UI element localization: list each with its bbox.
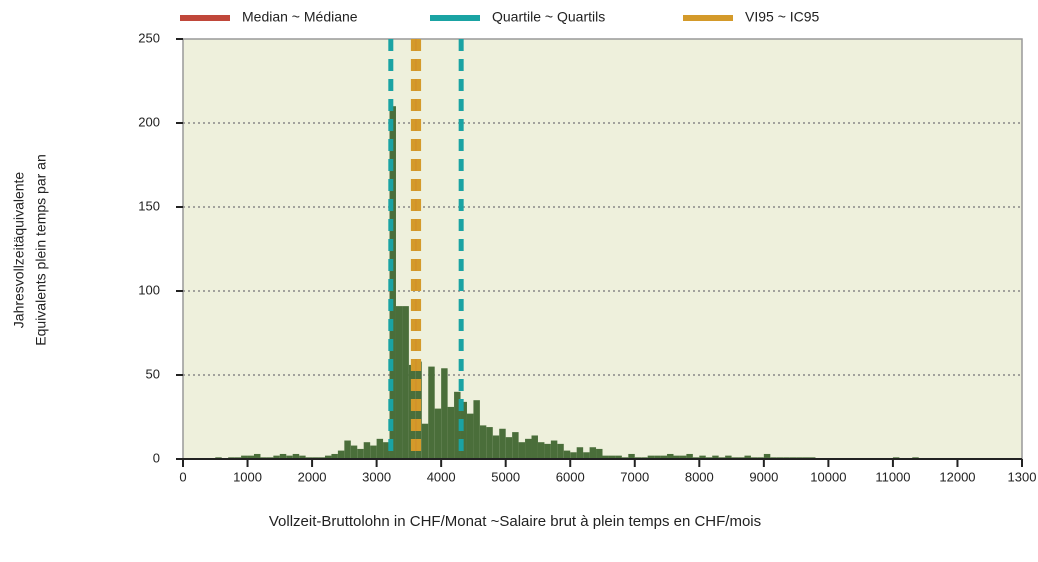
bar: [286, 455, 293, 459]
bar: [570, 452, 577, 459]
bar: [486, 427, 493, 459]
legend-label: Quartile ~ Quartils: [492, 9, 605, 25]
bar: [712, 455, 719, 459]
y-tick-label: 200: [138, 114, 160, 129]
bar: [299, 455, 306, 459]
bar: [357, 448, 364, 459]
bar: [686, 453, 693, 459]
bar: [441, 368, 448, 459]
bar: [279, 453, 287, 459]
x-tick-label: 6000: [556, 469, 585, 484]
bar: [479, 425, 487, 459]
y-tick-label: 150: [138, 198, 160, 213]
bar: [505, 437, 513, 459]
bar: [447, 406, 455, 459]
bar: [608, 455, 616, 459]
x-tick-label: 8000: [685, 469, 714, 484]
bar: [460, 401, 467, 459]
bar: [247, 455, 254, 459]
bar: [744, 455, 751, 459]
bar: [563, 450, 571, 459]
bar: [241, 455, 248, 459]
y-axis-label: Jahresvollzeitäquivalente: [11, 172, 27, 329]
legend-label: VI95 ~ IC95: [745, 9, 820, 25]
x-tick-label: 10000: [810, 469, 846, 484]
x-tick-label: 9000: [749, 469, 778, 484]
legend-label: Median ~ Médiane: [242, 9, 358, 25]
bar: [473, 400, 480, 459]
bar: [557, 443, 564, 459]
plot-area: [182, 38, 1023, 460]
x-tick-label: 2000: [298, 469, 327, 484]
bar: [273, 455, 280, 459]
bar: [647, 455, 655, 459]
bar: [499, 428, 506, 459]
bar: [492, 435, 500, 459]
bar: [324, 455, 332, 459]
bar: [434, 408, 442, 459]
bar: [699, 455, 706, 459]
bar: [589, 447, 597, 459]
bar: [395, 306, 403, 459]
bar: [331, 453, 338, 459]
bar: [725, 455, 732, 459]
bar: [370, 445, 377, 459]
x-tick-label: 3000: [362, 469, 391, 484]
bar: [667, 453, 674, 459]
x-tick-label: 11000: [875, 469, 910, 484]
x-tick-label: 1000: [233, 469, 262, 484]
bar: [544, 443, 551, 459]
x-tick-label: 0: [179, 469, 186, 484]
bar: [550, 440, 558, 459]
bar: [763, 453, 771, 459]
bar: [363, 442, 371, 459]
bar: [344, 440, 351, 459]
x-tick-label: 1300: [1008, 469, 1037, 484]
bar: [679, 455, 687, 459]
bar: [525, 438, 532, 459]
bar: [537, 442, 545, 459]
bar: [673, 455, 680, 459]
x-tick-label: 7000: [620, 469, 649, 484]
bar: [531, 435, 538, 459]
y-tick-label: 100: [138, 282, 160, 297]
x-tick-label: 12000: [939, 469, 975, 484]
x-axis-label: Vollzeit-Bruttolohn in CHF/Monat ~Salair…: [269, 513, 761, 530]
y-tick-label: 250: [138, 30, 160, 45]
bar: [454, 391, 461, 459]
bar: [383, 442, 390, 459]
bar: [602, 455, 609, 459]
x-tick-label: 5000: [491, 469, 520, 484]
bar: [596, 448, 603, 459]
x-tick-label: 4000: [427, 469, 456, 484]
y-tick-label: 50: [146, 366, 160, 381]
bar: [337, 450, 345, 459]
y-tick-label: 0: [153, 450, 160, 465]
bar: [376, 438, 384, 459]
bar: [421, 423, 429, 459]
bar: [402, 306, 409, 459]
y-axis-label: Equivalents plein temps par an: [33, 154, 49, 345]
bar: [292, 453, 300, 459]
bar: [428, 366, 435, 459]
bar: [628, 453, 635, 459]
bar: [408, 364, 416, 459]
bar: [350, 445, 358, 459]
bar: [583, 452, 590, 459]
bar: [576, 447, 584, 459]
bar: [253, 453, 261, 459]
bar: [654, 455, 661, 459]
bar: [512, 432, 519, 459]
bar: [518, 442, 526, 459]
bar: [660, 455, 668, 459]
bar: [615, 455, 622, 459]
bar: [466, 413, 474, 459]
